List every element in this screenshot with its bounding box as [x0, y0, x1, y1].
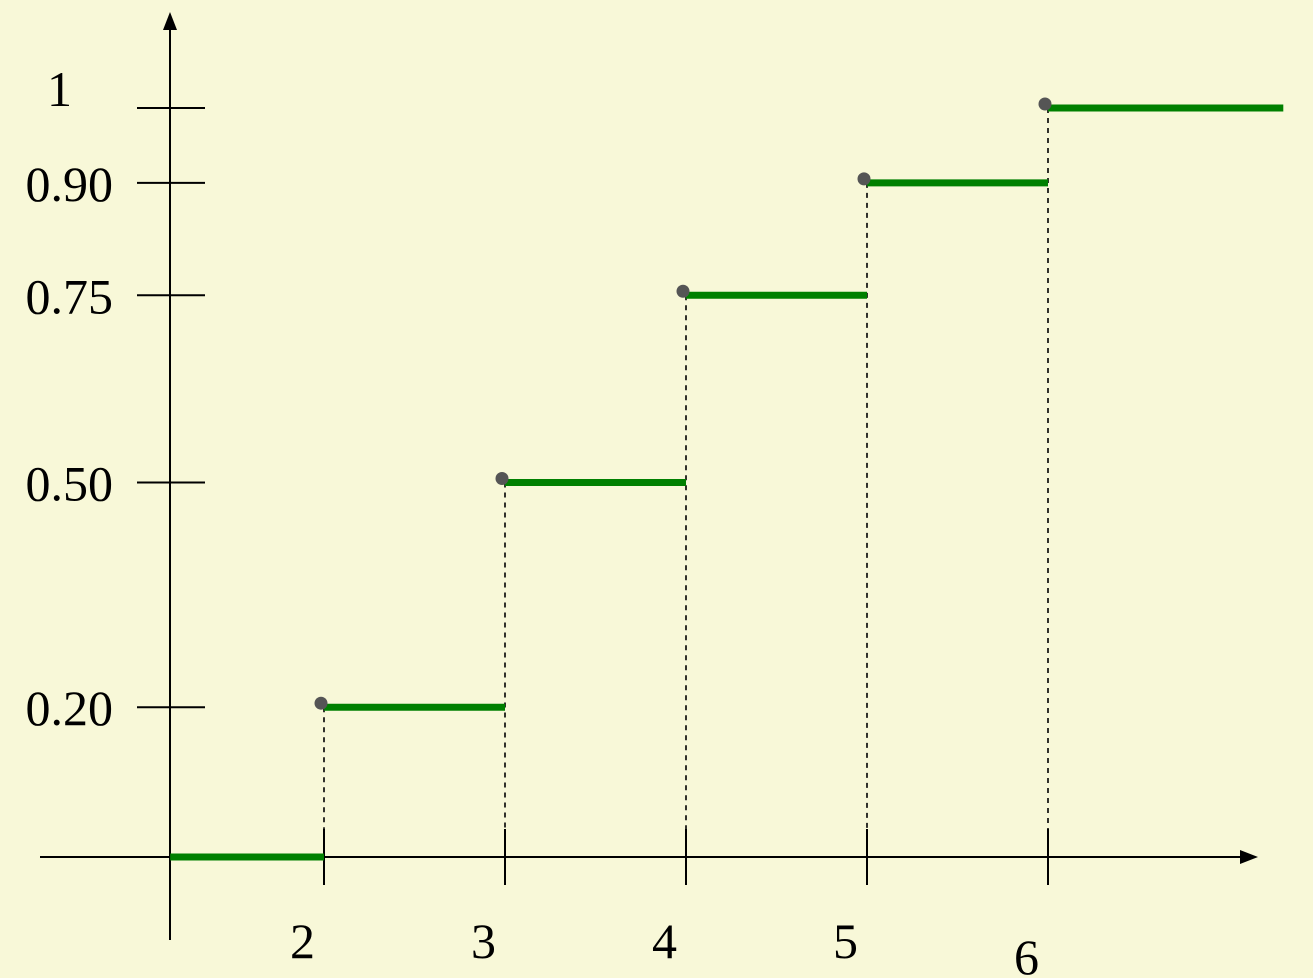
x-tick-label: 6 [1014, 929, 1039, 978]
step-segments [170, 104, 1284, 861]
jump-point [495, 472, 509, 485]
tick-labels: 2 3 4 5 6 0.20 0.50 0.75 0.90 1 [26, 61, 1040, 978]
dashed-guides [323, 108, 1049, 829]
y-tick-label: 0.50 [26, 456, 114, 512]
jump-point [676, 284, 690, 298]
x-tick-label: 3 [471, 913, 496, 969]
x-axis-arrow-icon [1240, 850, 1258, 864]
jump-point [1038, 97, 1052, 111]
x-tick-label: 2 [290, 913, 315, 969]
y-tick-label: 1 [47, 61, 72, 117]
jump-point [857, 172, 871, 186]
jump-point [314, 696, 328, 710]
y-tick-label: 0.20 [26, 680, 114, 736]
x-tick-label: 5 [833, 913, 858, 969]
y-axis-arrow-icon [163, 12, 177, 30]
axes [40, 12, 1258, 940]
jump-points [314, 97, 1052, 710]
x-tick-label: 4 [652, 913, 677, 969]
y-tick-label: 0.75 [26, 268, 114, 324]
y-tick-label: 0.90 [26, 156, 114, 212]
